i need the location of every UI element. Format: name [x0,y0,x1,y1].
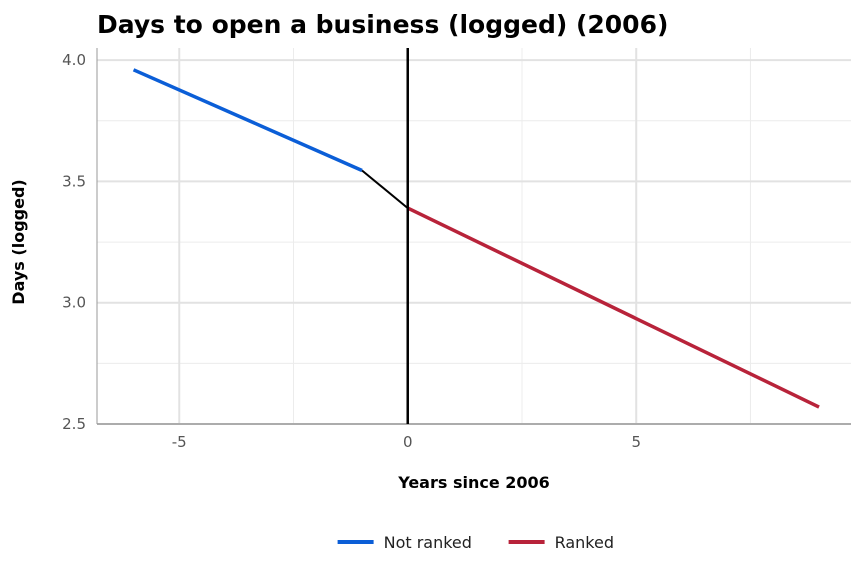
series-line-ranked [406,206,820,409]
legend-label-not-ranked: Not ranked [384,533,472,552]
x-tick-label: -5 [172,433,187,451]
y-axis-title: Days (logged) [9,179,28,304]
chart-title: Days to open a business (logged) (2006) [97,10,668,39]
y-tick-label: 3.0 [62,294,86,312]
legend-label-ranked: Ranked [555,533,614,552]
legend: Not ranked Ranked [337,533,614,552]
x-tick-label: 5 [631,433,641,451]
series-lines [132,48,820,424]
axes [96,48,851,425]
series-line-not-ranked [132,68,363,173]
y-tick-label: 4.0 [62,51,86,69]
y-tick-label: 2.5 [62,415,86,433]
x-tick-label: 0 [403,433,413,451]
connector-line [361,169,409,209]
tick-labels: -5 0 5 2.5 3.0 3.5 4.0 [62,51,641,451]
x-axis-title: Years since 2006 [397,473,550,492]
y-tick-label: 3.5 [62,172,86,190]
